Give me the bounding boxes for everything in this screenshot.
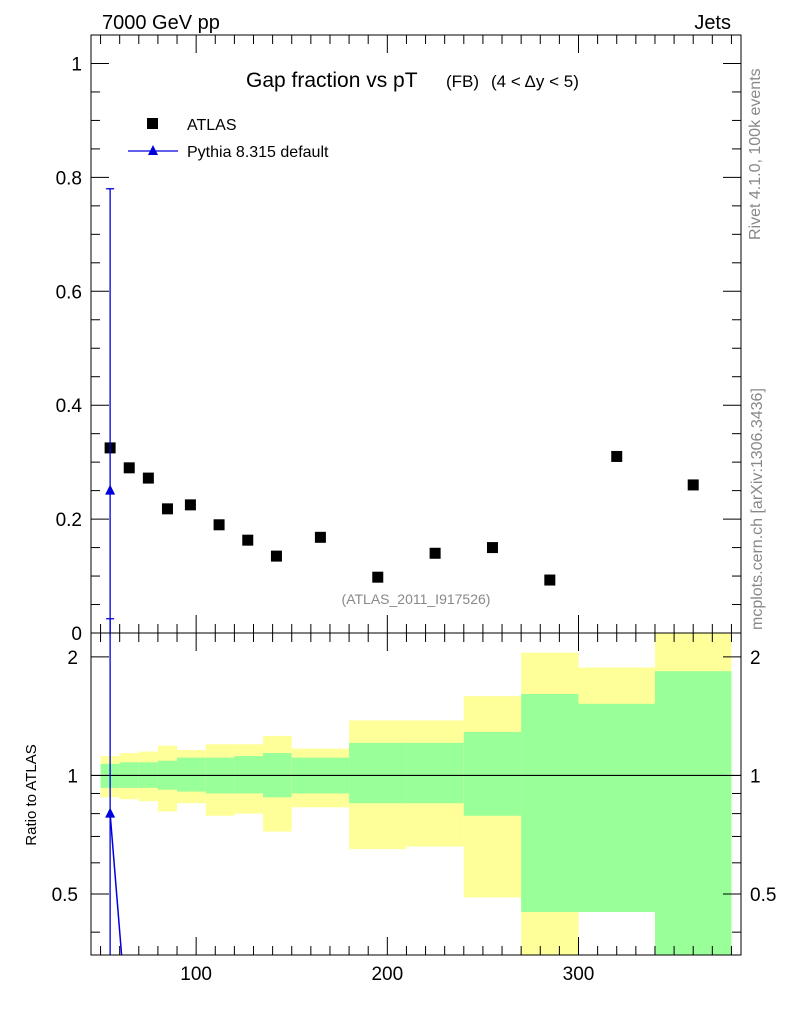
main-ytick-label: 0.6 bbox=[56, 282, 82, 303]
ratio-ytick-label-left: 2 bbox=[67, 648, 78, 669]
main-frame-bg bbox=[91, 35, 741, 633]
ratio-bands bbox=[100, 633, 732, 955]
ratio-mc-line bbox=[105, 618, 123, 956]
main-ytick-label: 0.4 bbox=[56, 396, 83, 417]
atlas-point bbox=[611, 450, 623, 462]
xtick-label: 300 bbox=[563, 964, 595, 985]
main-title: Gap fraction vs pT bbox=[246, 69, 418, 92]
atlas-point bbox=[314, 531, 326, 543]
ratio-y-tick-labels: 0.5 0.5 1 1 2 2 bbox=[52, 648, 777, 906]
band-inner bbox=[406, 742, 464, 804]
ratio-mc-point bbox=[105, 807, 116, 818]
atlas-point bbox=[372, 571, 384, 583]
ratio-ytick-label-right: 0.5 bbox=[750, 885, 776, 906]
rivet-label: Rivet 4.1.0, 100k events bbox=[747, 68, 764, 240]
xtick-label: 200 bbox=[371, 964, 403, 985]
main-ytick-label: 0.8 bbox=[56, 168, 82, 189]
header-right: Jets bbox=[694, 12, 731, 34]
atlas-point bbox=[486, 542, 498, 554]
ratio-ylabel: Ratio to ATLAS bbox=[23, 744, 40, 845]
watermark: (ATLAS_2011_I917526) bbox=[342, 591, 491, 607]
main-mc-points bbox=[105, 188, 116, 633]
legend: ATLAS Pythia 8.315 default bbox=[128, 117, 329, 161]
main-panel: 0 0.2 0.4 0.6 0.8 1 Gap fraction vs pT (FB) (… bbox=[56, 34, 742, 645]
band-inner bbox=[654, 671, 732, 955]
band-inner bbox=[349, 742, 407, 804]
ratio-ytick-label-right: 2 bbox=[750, 648, 761, 669]
atlas-point bbox=[123, 462, 135, 474]
mc-point bbox=[105, 484, 116, 495]
band-inner bbox=[521, 694, 579, 913]
main-axis-ticks bbox=[91, 35, 741, 634]
header-left: 7000 GeV pp bbox=[102, 12, 220, 34]
ratio-ytick-label-right: 1 bbox=[750, 766, 761, 787]
ratio-panel: 0.5 0.5 1 1 2 2 100 200 300 Ratio to ATLAS bbox=[23, 618, 777, 985]
atlas-point bbox=[544, 574, 556, 586]
ratio-ytick-label-left: 0.5 bbox=[52, 885, 78, 906]
band-inner bbox=[177, 757, 206, 792]
atlas-point bbox=[429, 547, 441, 559]
main-title-cut: (4 < Δy < 5) bbox=[491, 72, 579, 91]
band-inner bbox=[234, 756, 264, 794]
legend-mc-marker bbox=[148, 145, 158, 155]
band-inner bbox=[463, 731, 522, 816]
main-ytick-label: 0.2 bbox=[56, 510, 82, 531]
ratio-axis-ticks bbox=[91, 633, 741, 955]
legend-atlas-marker bbox=[147, 118, 158, 129]
atlas-point bbox=[687, 479, 699, 491]
atlas-point bbox=[184, 499, 196, 511]
atlas-point bbox=[270, 550, 282, 562]
ratio-frame bbox=[90, 632, 742, 956]
atlas-point bbox=[213, 519, 225, 531]
main-title-suffix: (FB) bbox=[446, 72, 479, 91]
x-tick-labels: 100 200 300 bbox=[180, 964, 594, 985]
atlas-point bbox=[161, 503, 173, 515]
mcplots-label: mcplots.cern.ch [arXiv:1306.3436] bbox=[749, 388, 766, 630]
main-ytick-label: 0 bbox=[71, 624, 82, 645]
legend-atlas-label: ATLAS bbox=[187, 117, 237, 134]
main-y-tick-labels: 0 0.2 0.4 0.6 0.8 1 bbox=[56, 54, 83, 645]
atlas-point bbox=[242, 534, 254, 546]
band-inner bbox=[578, 703, 655, 913]
ratio-mc-segment bbox=[109, 813, 123, 956]
ratio-ytick-label-left: 1 bbox=[67, 766, 78, 787]
legend-mc-label: Pythia 8.315 default bbox=[187, 144, 329, 161]
main-ytick-label: 1 bbox=[71, 54, 82, 75]
xtick-label: 100 bbox=[180, 964, 212, 985]
atlas-point bbox=[142, 472, 154, 484]
